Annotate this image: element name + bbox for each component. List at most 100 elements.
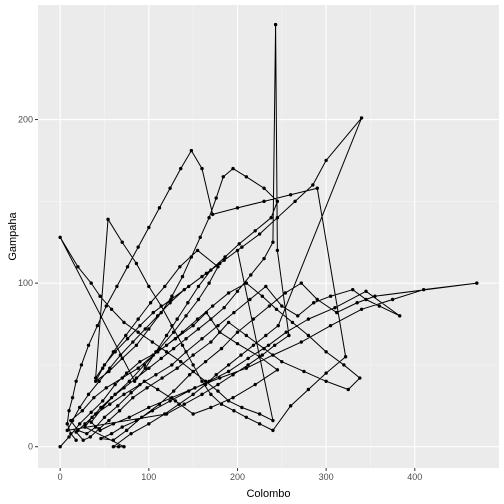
data-point [244,175,249,179]
data-point [109,431,114,436]
y-axis-title: Gampaha [7,211,19,260]
data-point [209,405,213,410]
data-point [179,359,183,364]
data-point [306,317,311,321]
data-point [180,330,185,334]
data-point [191,392,195,397]
data-point [129,431,133,436]
data-point [328,294,333,298]
data-point [364,297,368,302]
data-point [271,418,275,423]
data-point [248,297,252,302]
data-point [111,438,116,442]
data-point [273,343,277,347]
data-point [359,116,364,120]
data-point [147,225,151,230]
data-point [132,379,137,383]
data-point [107,418,111,423]
data-point [240,405,244,410]
x-tick-label: 100 [141,472,156,482]
data-point [69,431,73,436]
data-point [187,389,191,393]
data-point [150,340,155,344]
data-point [117,409,122,413]
data-point [184,337,188,341]
data-point [260,294,264,298]
data-point [168,186,172,190]
data-point [182,287,186,292]
data-point [143,327,147,331]
data-point [168,399,172,403]
data-point [171,389,176,393]
data-point [131,340,135,344]
data-point [216,323,220,328]
data-point [124,333,128,338]
data-point [178,265,182,269]
data-point [127,379,132,383]
data-point [97,379,101,383]
data-point [109,395,114,400]
data-point [151,310,155,315]
data-point [204,310,209,315]
data-point [142,363,147,367]
data-point [235,248,240,253]
data-point [108,402,112,406]
data-point [216,265,220,269]
data-point [216,389,220,393]
data-point [89,410,93,415]
data-point [136,245,140,249]
data-point [324,158,328,163]
data-point [299,340,303,344]
data-point [159,304,163,308]
data-point [200,166,204,171]
data-point [288,404,293,408]
data-point [173,399,178,403]
data-point [58,235,62,240]
data-point [182,402,186,406]
data-point [209,268,213,272]
data-point [170,323,174,328]
data-point [203,382,208,387]
x-tick-label: 400 [407,472,422,482]
data-point [170,294,174,298]
data-point [203,359,208,364]
data-point [169,297,173,302]
data-point [168,301,172,305]
data-point [275,215,280,220]
data-point [101,366,105,370]
data-point [274,307,279,311]
data-point [196,284,201,289]
data-point [177,402,181,406]
data-point [222,258,226,262]
data-point [193,386,197,390]
y-tick-label: 100 [18,278,33,288]
data-point [116,445,121,449]
data-point [180,274,185,279]
data-point [74,430,78,434]
data-point [271,428,275,433]
data-point [359,307,364,311]
data-point [175,317,179,321]
data-point [276,323,280,328]
data-point [235,206,240,210]
data-point [81,438,85,442]
data-point [351,287,355,292]
data-point [90,415,94,419]
data-point [262,199,266,204]
data-point [209,340,213,344]
data-point [218,376,222,380]
data-point [122,320,126,325]
data-point [122,392,126,397]
data-point [271,240,275,244]
data-point [275,368,280,372]
data-point [280,304,284,308]
data-point [95,323,100,328]
data-point [148,301,153,305]
data-point [125,337,130,341]
data-point [262,186,266,190]
data-point [390,297,395,302]
data-point [273,22,278,27]
data-point [65,422,69,426]
data-point [226,363,231,367]
data-point [155,387,160,392]
